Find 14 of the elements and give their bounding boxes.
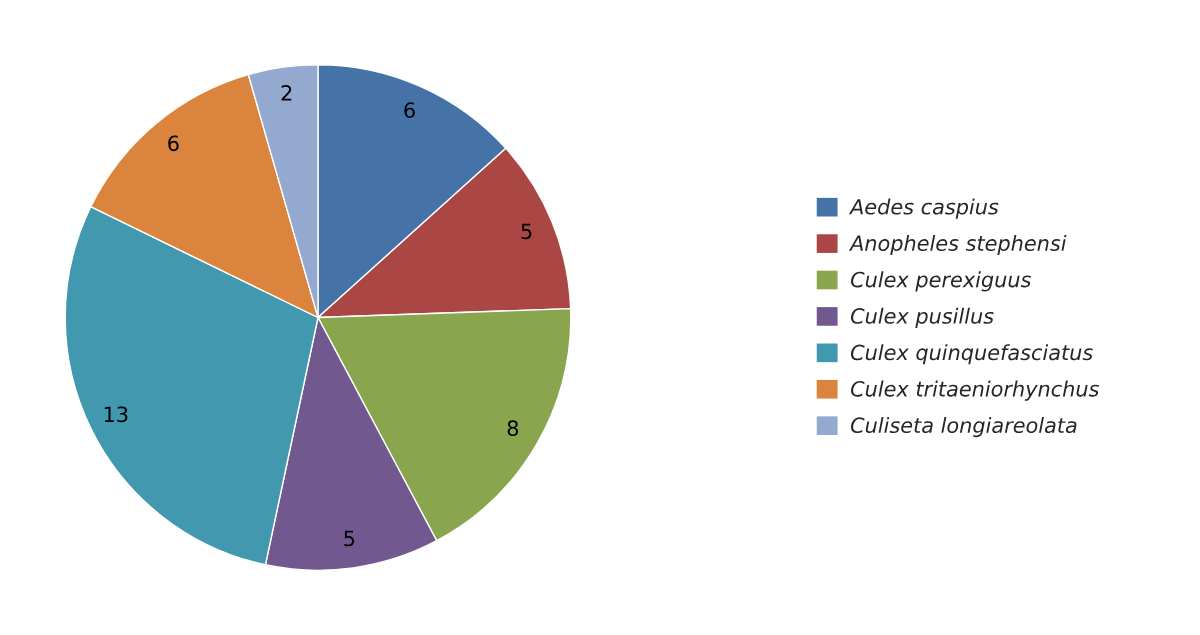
legend-label: Anopheles stephensi xyxy=(848,234,1067,256)
data-label: 5 xyxy=(521,223,532,240)
data-label: 13 xyxy=(104,406,128,423)
legend-label: Culex pusillus xyxy=(850,307,994,328)
data-label: 6 xyxy=(404,102,415,118)
data-label: 6 xyxy=(168,135,179,152)
legend-label: Culiseta longiareolata xyxy=(850,416,1077,438)
data-label: 2 xyxy=(281,84,292,101)
data-label: 8 xyxy=(507,420,519,437)
legend-label: Culex quinquefasciatus xyxy=(850,344,1093,365)
legend-label: Aedes caspius xyxy=(848,198,999,219)
legend-label: Culex tritaeniorhynchus xyxy=(850,380,1099,401)
data-label: 5 xyxy=(344,530,355,547)
legend-label: Culex perexiguus xyxy=(850,271,1031,292)
